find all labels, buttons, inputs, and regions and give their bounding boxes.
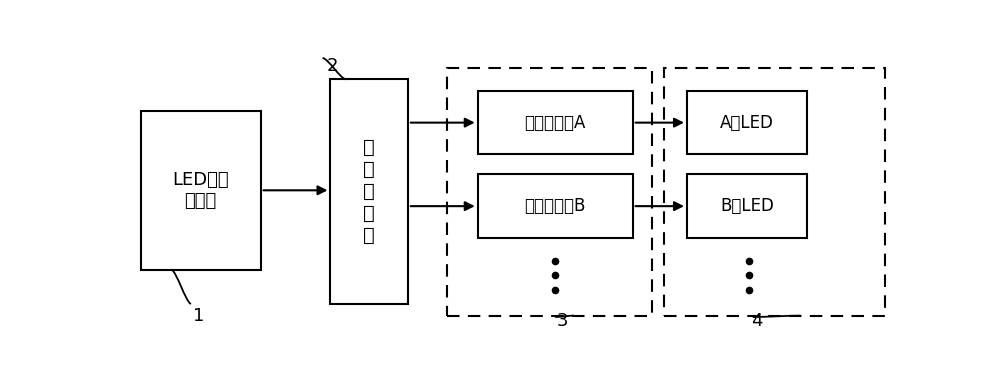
Text: 直流驱动器B: 直流驱动器B [524, 197, 586, 215]
Text: 微
处
理
系
统: 微 处 理 系 统 [363, 138, 375, 245]
Text: LED调光
控制器: LED调光 控制器 [172, 171, 229, 210]
Text: 直流驱动器A: 直流驱动器A [524, 114, 586, 132]
Text: 2: 2 [327, 58, 338, 76]
Text: A组LED: A组LED [720, 114, 774, 132]
Bar [330, 79, 408, 304]
Bar [664, 68, 885, 316]
Text: 1: 1 [193, 307, 204, 325]
Bar [478, 174, 633, 238]
Bar [140, 111, 261, 270]
Bar [478, 91, 633, 154]
Text: 3: 3 [557, 312, 569, 330]
Text: 4: 4 [751, 312, 762, 330]
Bar [447, 68, 652, 316]
Text: B组LED: B组LED [720, 197, 774, 215]
Bar [687, 91, 807, 154]
Bar [687, 174, 807, 238]
